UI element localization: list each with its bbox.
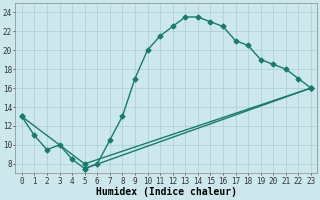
X-axis label: Humidex (Indice chaleur): Humidex (Indice chaleur) — [96, 187, 237, 197]
